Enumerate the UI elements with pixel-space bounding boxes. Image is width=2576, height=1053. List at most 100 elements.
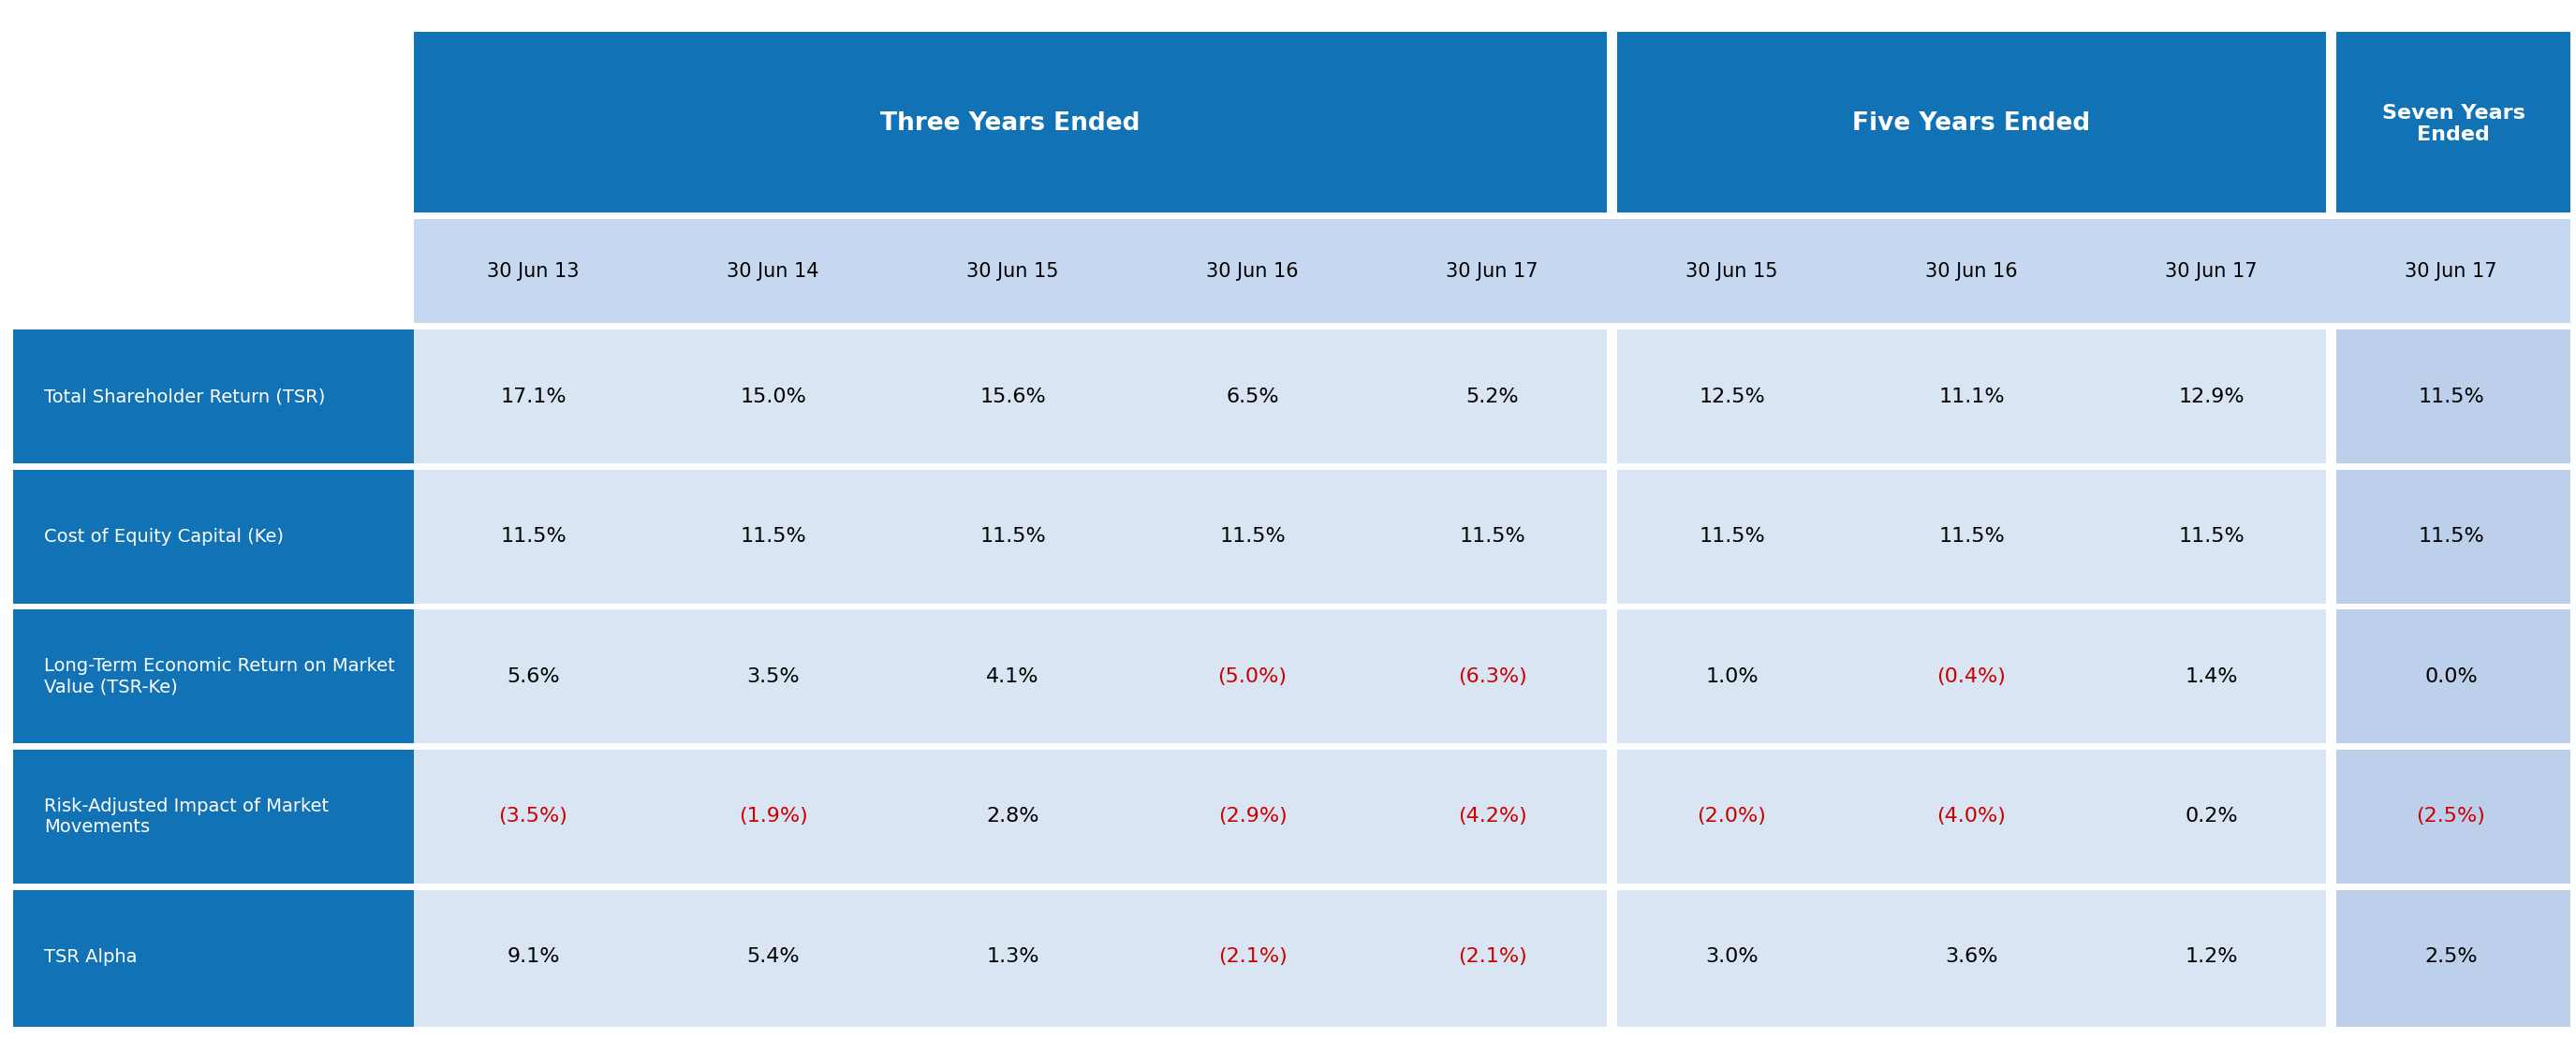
Text: 3.5%: 3.5% bbox=[747, 668, 799, 686]
Bar bbox=[1607, 326, 1618, 1027]
Text: 5.6%: 5.6% bbox=[507, 668, 559, 686]
Bar bbox=[1613, 466, 1852, 607]
Bar bbox=[1613, 607, 1852, 747]
Bar bbox=[13, 607, 412, 747]
Text: 30 Jun 14: 30 Jun 14 bbox=[726, 262, 819, 280]
Bar bbox=[412, 216, 654, 326]
Bar bbox=[1618, 32, 2326, 216]
Bar bbox=[13, 743, 2571, 750]
Text: Long-Term Economic Return on Market
Value (TSR-Ke): Long-Term Economic Return on Market Valu… bbox=[44, 657, 394, 696]
Text: 30 Jun 17: 30 Jun 17 bbox=[2166, 262, 2257, 280]
Text: (2.9%): (2.9%) bbox=[1218, 808, 1288, 826]
Bar bbox=[412, 466, 654, 607]
Bar bbox=[2331, 216, 2571, 326]
Bar bbox=[654, 326, 894, 466]
Bar bbox=[1852, 216, 2092, 326]
Bar bbox=[1133, 607, 1373, 747]
Bar bbox=[13, 466, 412, 607]
Bar bbox=[2331, 326, 2571, 466]
Bar bbox=[13, 603, 2571, 610]
Text: 9.1%: 9.1% bbox=[507, 948, 559, 966]
Text: 15.6%: 15.6% bbox=[979, 388, 1046, 405]
Text: 1.2%: 1.2% bbox=[2184, 948, 2239, 966]
Text: (2.0%): (2.0%) bbox=[1698, 808, 1767, 826]
Bar bbox=[13, 463, 2571, 470]
Bar bbox=[894, 466, 1133, 607]
Bar bbox=[1613, 747, 1852, 887]
Text: 5.2%: 5.2% bbox=[1466, 388, 1520, 405]
Text: 12.9%: 12.9% bbox=[2179, 388, 2244, 405]
Text: 0.0%: 0.0% bbox=[2424, 668, 2478, 686]
Bar bbox=[2331, 887, 2571, 1027]
Bar bbox=[2092, 887, 2331, 1027]
Text: 30 Jun 16: 30 Jun 16 bbox=[1924, 262, 2017, 280]
Text: (0.4%): (0.4%) bbox=[1937, 668, 2007, 686]
Text: 30 Jun 15: 30 Jun 15 bbox=[1685, 262, 1777, 280]
Text: 11.5%: 11.5% bbox=[739, 528, 806, 545]
Text: 30 Jun 17: 30 Jun 17 bbox=[1445, 262, 1538, 280]
Bar bbox=[13, 323, 2571, 330]
Bar bbox=[894, 216, 1133, 326]
Text: Three Years Ended: Three Years Ended bbox=[881, 112, 1141, 136]
Text: (2.5%): (2.5%) bbox=[2416, 808, 2486, 826]
Text: Seven Years
Ended: Seven Years Ended bbox=[2383, 103, 2524, 144]
Text: (3.5%): (3.5%) bbox=[500, 808, 567, 826]
Text: 30 Jun 13: 30 Jun 13 bbox=[487, 262, 580, 280]
Text: 11.1%: 11.1% bbox=[1940, 388, 2004, 405]
Bar bbox=[2092, 607, 2331, 747]
Text: 1.3%: 1.3% bbox=[987, 948, 1038, 966]
Bar bbox=[2092, 747, 2331, 887]
Bar bbox=[1373, 216, 1613, 326]
Bar bbox=[1133, 747, 1373, 887]
Bar bbox=[1373, 887, 1613, 1027]
Bar bbox=[1852, 887, 2092, 1027]
Text: 11.5%: 11.5% bbox=[1940, 528, 2004, 545]
Text: 3.6%: 3.6% bbox=[1945, 948, 1999, 966]
Bar bbox=[13, 213, 2571, 219]
Text: 3.0%: 3.0% bbox=[1705, 948, 1759, 966]
Bar bbox=[1613, 887, 1852, 1027]
Bar bbox=[1133, 887, 1373, 1027]
Text: 30 Jun 15: 30 Jun 15 bbox=[966, 262, 1059, 280]
Text: 0.2%: 0.2% bbox=[2184, 808, 2239, 826]
Text: 12.5%: 12.5% bbox=[1698, 388, 1765, 405]
Bar bbox=[654, 607, 894, 747]
Bar bbox=[2331, 466, 2571, 607]
Text: 11.5%: 11.5% bbox=[979, 528, 1046, 545]
Bar bbox=[654, 216, 894, 326]
Bar bbox=[13, 32, 412, 216]
Bar bbox=[1373, 466, 1613, 607]
Bar bbox=[412, 887, 654, 1027]
Text: 30 Jun 17: 30 Jun 17 bbox=[2406, 262, 2496, 280]
Bar bbox=[1852, 607, 2092, 747]
Text: Five Years Ended: Five Years Ended bbox=[1852, 112, 2092, 136]
Bar bbox=[1613, 216, 1852, 326]
Text: 6.5%: 6.5% bbox=[1226, 388, 1278, 405]
Bar bbox=[2326, 326, 2336, 1027]
Bar bbox=[654, 887, 894, 1027]
Text: 11.5%: 11.5% bbox=[2419, 388, 2483, 405]
Bar bbox=[412, 326, 654, 466]
Bar bbox=[2092, 326, 2331, 466]
Text: 5.4%: 5.4% bbox=[747, 948, 799, 966]
Text: (1.9%): (1.9%) bbox=[739, 808, 806, 826]
Bar bbox=[412, 747, 654, 887]
Text: 2.8%: 2.8% bbox=[987, 808, 1038, 826]
Text: TSR Alpha: TSR Alpha bbox=[44, 948, 137, 966]
Text: 30 Jun 16: 30 Jun 16 bbox=[1206, 262, 1298, 280]
Text: 11.5%: 11.5% bbox=[1218, 528, 1285, 545]
Bar bbox=[412, 32, 1607, 216]
Bar bbox=[13, 326, 412, 466]
Text: 11.5%: 11.5% bbox=[1458, 528, 1525, 545]
Text: (6.3%): (6.3%) bbox=[1458, 668, 1528, 686]
Text: 15.0%: 15.0% bbox=[739, 388, 806, 405]
Text: 11.5%: 11.5% bbox=[2419, 528, 2483, 545]
Bar bbox=[1852, 466, 2092, 607]
Bar bbox=[2092, 466, 2331, 607]
Text: (4.0%): (4.0%) bbox=[1937, 808, 2007, 826]
Bar bbox=[1852, 326, 2092, 466]
Text: (2.1%): (2.1%) bbox=[1218, 948, 1288, 966]
Bar bbox=[1613, 326, 1852, 466]
Bar bbox=[13, 883, 2571, 890]
Text: (4.2%): (4.2%) bbox=[1458, 808, 1528, 826]
